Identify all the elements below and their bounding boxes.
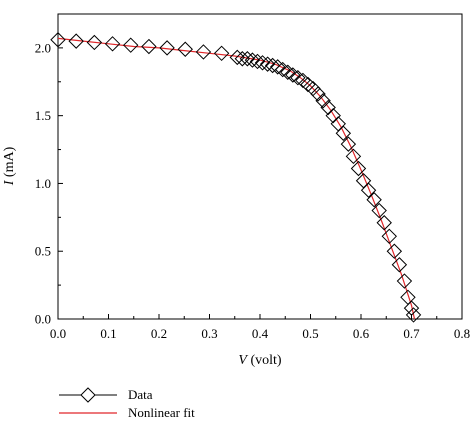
y-tick-label: 1.0: [35, 176, 51, 191]
data-point: [360, 182, 377, 198]
data-point: [239, 51, 256, 67]
x-tick-label: 0.6: [353, 326, 370, 341]
axis-ticks: 0.0 0.1 0.2 0.3 0.4 0.5 0.6 0.7 0.8 0.0 0.5 1.0 1.5 2…: [35, 40, 470, 341]
x-tick-label: 0.0: [50, 326, 66, 341]
data-point: [310, 86, 326, 102]
fit-line: [57, 37, 416, 320]
data-point: [381, 228, 397, 245]
data-point: [403, 300, 420, 316]
legend-data-marker: [80, 387, 96, 403]
data-point: [249, 53, 266, 70]
data-point: [68, 33, 84, 49]
legend-fit-label: Nonlinear fit: [128, 405, 195, 420]
data-point: [244, 52, 261, 68]
data-point: [371, 202, 387, 219]
data-point: [50, 32, 66, 48]
data-point: [320, 99, 336, 116]
y-axis-label: I (mA): [2, 146, 17, 186]
data-point: [195, 44, 212, 60]
y-tick-label: 2.0: [35, 40, 51, 55]
data-point: [366, 192, 382, 208]
data-point: [315, 93, 331, 109]
data-point: [264, 57, 281, 74]
x-tick-label: 0.1: [100, 326, 116, 341]
data-point: [325, 107, 341, 124]
data-point: [123, 37, 139, 53]
data-point: [386, 243, 403, 259]
data-point: [259, 56, 276, 72]
data-point: [345, 148, 362, 165]
data-point: [229, 49, 245, 66]
x-tick-label: 0.5: [302, 326, 318, 341]
data-point: [141, 38, 157, 55]
data-point: [376, 215, 392, 231]
x-axis-label: V (volt): [238, 353, 282, 368]
data-point: [330, 116, 346, 132]
data-series: [50, 32, 422, 323]
x-tick-label: 0.7: [403, 326, 420, 341]
y-tick-label: 1.5: [35, 108, 51, 123]
data-point: [280, 64, 296, 80]
data-point: [254, 55, 271, 71]
data-point: [275, 61, 291, 78]
data-point: [269, 59, 286, 75]
data-point: [340, 136, 357, 152]
data-point: [234, 51, 251, 67]
x-tick-label: 0.8: [454, 326, 470, 341]
x-tick-label: 0.2: [151, 326, 167, 341]
data-point: [86, 34, 103, 51]
data-point: [335, 125, 352, 141]
data-point: [350, 160, 367, 177]
data-point: [396, 273, 413, 289]
y-tick-label: 0.5: [35, 244, 51, 259]
data-point: [213, 45, 230, 62]
x-tick-label: 0.4: [252, 326, 269, 341]
data-point: [391, 257, 408, 273]
legend-data-label: Data: [128, 387, 153, 402]
data-point: [405, 307, 422, 323]
data-point: [159, 40, 175, 56]
data-point: [285, 67, 301, 83]
fit-series: [57, 37, 416, 320]
y-tick-label: 0.0: [35, 312, 51, 327]
data-point: [177, 41, 193, 57]
legend: Data Nonlinear fit: [59, 387, 195, 420]
data-point: [104, 36, 121, 52]
x-tick-label: 0.3: [201, 326, 217, 341]
data-point: [290, 70, 306, 86]
